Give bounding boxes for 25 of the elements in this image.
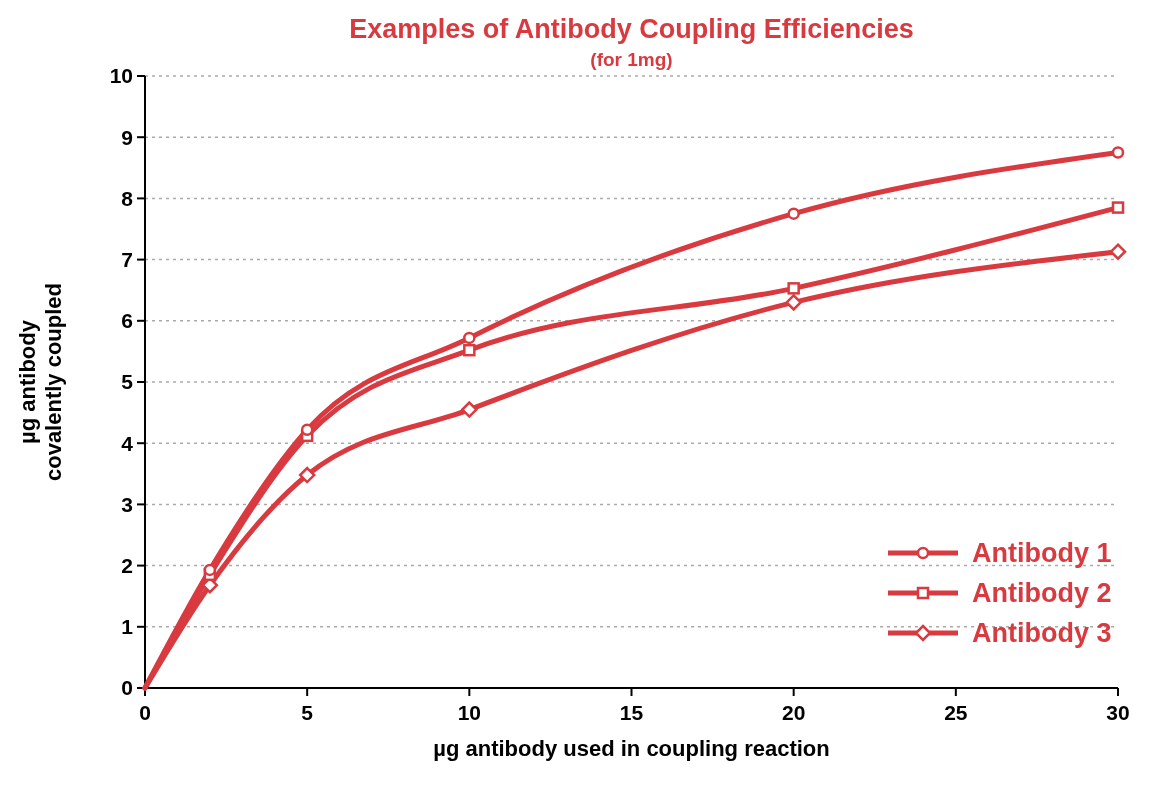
- x-tick-label: 5: [301, 701, 314, 724]
- y-tick-label: 8: [121, 186, 134, 210]
- legend-label: Antibody 3: [972, 618, 1112, 649]
- x-tick-label: 10: [457, 701, 482, 724]
- y-tick-label: 2: [121, 553, 133, 577]
- x-axis-title: µg antibody used in coupling reaction: [433, 736, 830, 761]
- chart-title: Examples of Antibody Coupling Efficiencies: [349, 14, 914, 44]
- x-tick-label: 25: [944, 701, 968, 724]
- chart-subtitle: (for 1mg): [590, 49, 673, 70]
- x-tick-label: 15: [619, 701, 644, 724]
- y-tick-label: 0: [121, 676, 133, 700]
- y-tick-label: 3: [121, 492, 133, 516]
- y-tick-label: 1: [121, 615, 134, 639]
- x-tick-label: 0: [139, 701, 151, 724]
- y-tick-label: 7: [121, 247, 133, 271]
- y-axis-title: µg antibody covalently coupled: [15, 282, 66, 482]
- y-tick-label: 5: [121, 370, 134, 394]
- legend-label: Antibody 2: [972, 578, 1112, 609]
- y-tick-label: 6: [121, 309, 133, 333]
- x-tick-label: 20: [781, 701, 806, 724]
- y-tick-label: 10: [109, 64, 133, 88]
- legend-label: Antibody 1: [972, 538, 1112, 569]
- x-tick-label: 30: [1106, 701, 1130, 724]
- y-tick-label: 9: [121, 125, 133, 149]
- y-tick-label: 4: [121, 431, 134, 455]
